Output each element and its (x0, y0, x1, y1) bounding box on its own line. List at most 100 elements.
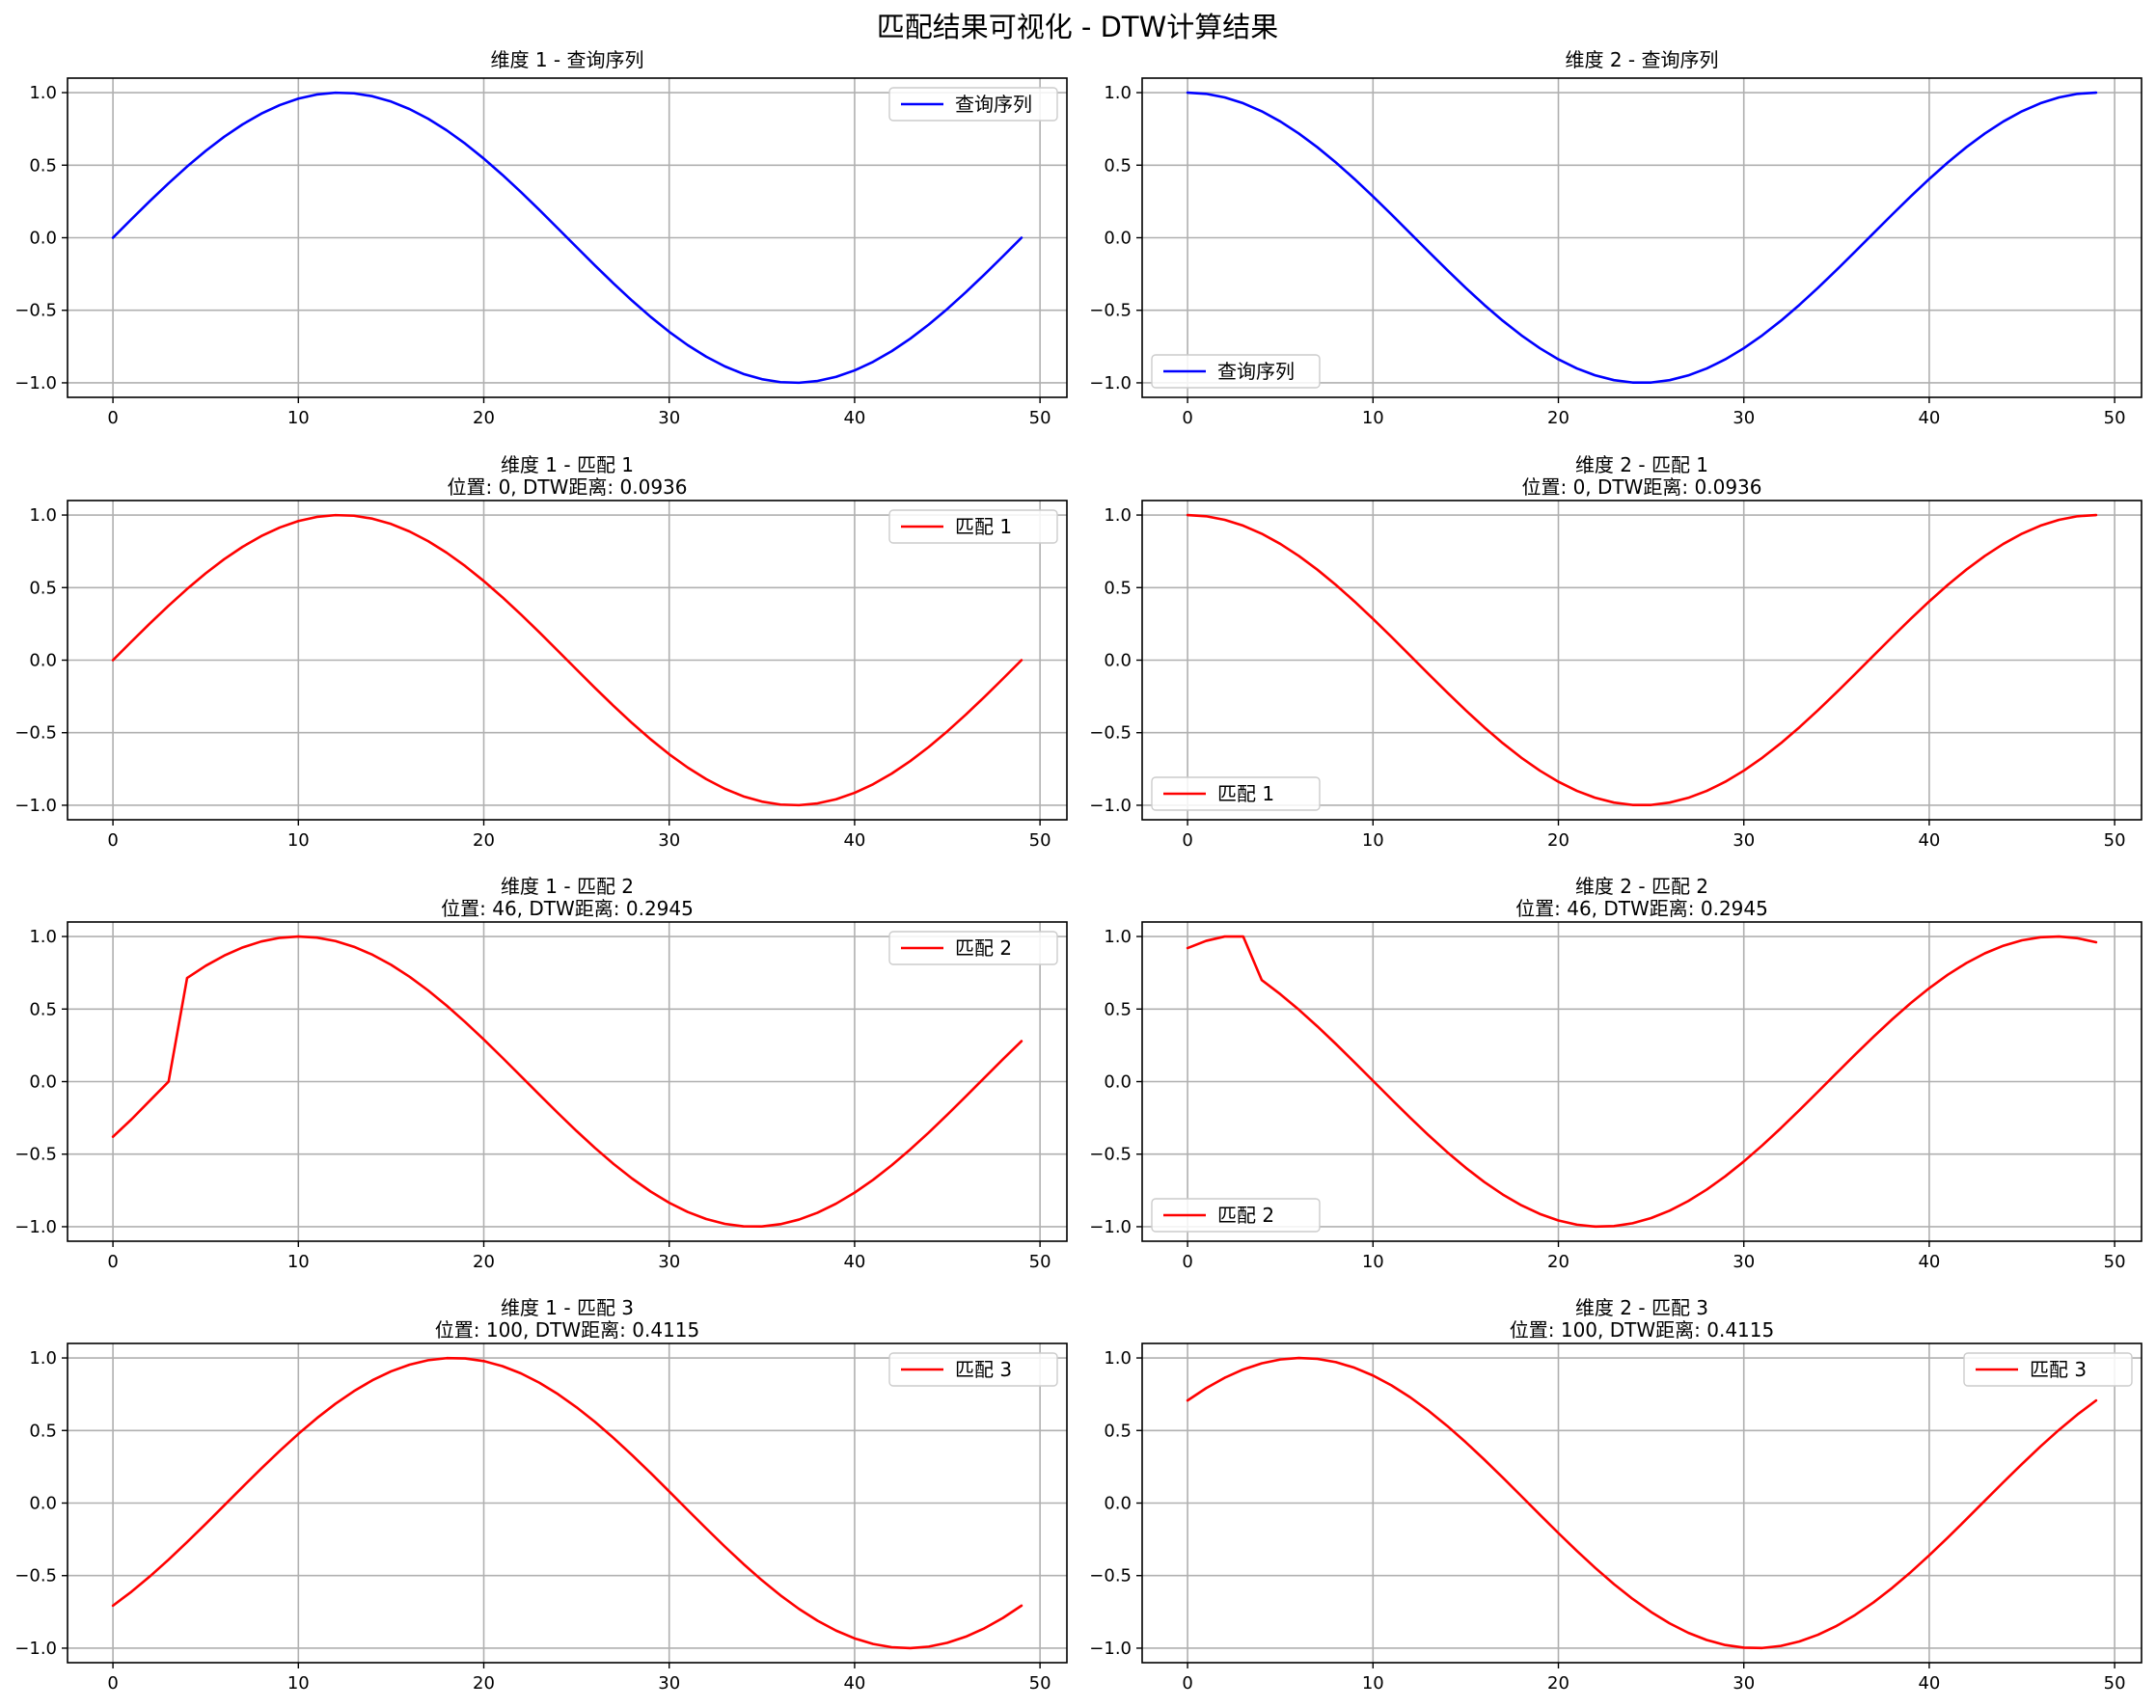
legend: 匹配 2 (888, 931, 1058, 965)
x-tick-label: 50 (2104, 1673, 2126, 1694)
y-tick-label: −1.0 (1089, 373, 1132, 393)
x-tick-label: 50 (2104, 830, 2126, 851)
subplot-4: 维度 2 - 匹配 1位置: 0, DTW距离: 0.0936 0 10 20 30 40… (1089, 453, 2142, 851)
y-tick-label: 0.0 (29, 1494, 57, 1514)
x-tick-label: 40 (843, 1673, 865, 1694)
y-tick-label: 0.5 (29, 155, 57, 176)
legend-label: 匹配 1 (955, 515, 1012, 538)
y-tick-label: −0.5 (14, 723, 57, 744)
y-tick-label: −1.0 (14, 1217, 57, 1237)
subplot-title: 维度 1 - 匹配 2 (501, 875, 634, 898)
y-tick-label: 0.0 (29, 1072, 57, 1093)
y-tick-label: 0.5 (1104, 999, 1132, 1019)
subplot-grid: 维度 1 - 查询序列 0 10 20 30 40 50 1.0 0.5 0.0 −0.5 −1.0 查… (14, 48, 2142, 1694)
legend-box (1151, 1198, 1321, 1233)
subplot-1: 维度 1 - 查询序列 0 10 20 30 40 50 1.0 0.5 0.0 −0.5 −1.0 查… (14, 48, 1068, 428)
legend: 匹配 3 (1963, 1352, 2133, 1387)
y-tick-label: 1.0 (1104, 505, 1132, 526)
subplot-subtitle: 位置: 100, DTW距离: 0.4115 (1510, 1318, 1774, 1342)
legend-box (888, 1352, 1058, 1387)
x-tick-label: 0 (1182, 408, 1192, 428)
x-tick-label: 0 (1182, 1252, 1192, 1272)
y-tick-label: 0.5 (29, 1421, 57, 1441)
legend-label: 匹配 2 (955, 936, 1012, 960)
y-tick-label: 0.5 (29, 999, 57, 1019)
y-tick-label: 0.5 (1104, 155, 1132, 176)
x-tick-label: 40 (1918, 1673, 1940, 1694)
y-tick-label: 1.0 (29, 1348, 57, 1369)
x-tick-label: 0 (1182, 830, 1192, 851)
y-tick-label: −0.5 (14, 301, 57, 321)
x-tick-label: 40 (1918, 1252, 1940, 1272)
x-tick-label: 10 (1362, 408, 1384, 428)
legend-label: 匹配 3 (2030, 1358, 2087, 1381)
x-tick-label: 10 (1362, 1252, 1384, 1272)
series-line (1186, 513, 2098, 806)
y-tick-label: −1.0 (1089, 1217, 1132, 1237)
subplot-2: 维度 2 - 查询序列 0 10 20 30 40 50 1.0 0.5 0.0 −0.5 −1.0 查… (1089, 48, 2142, 428)
x-tick-label: 40 (843, 1252, 865, 1272)
series-line (111, 91, 1023, 385)
x-tick-label: 20 (473, 408, 495, 428)
x-tick-label: 10 (1362, 830, 1384, 851)
legend: 匹配 1 (888, 509, 1058, 544)
y-tick-label: −0.5 (1089, 1566, 1132, 1586)
y-tick-label: −1.0 (14, 1639, 57, 1659)
legend: 匹配 1 (1151, 776, 1321, 811)
x-tick-label: 50 (1029, 830, 1051, 851)
legend-box (1151, 354, 1321, 389)
y-tick-label: −1.0 (1089, 796, 1132, 816)
y-tick-label: −1.0 (14, 373, 57, 393)
legend-label: 查询序列 (955, 93, 1032, 116)
y-tick-label: −0.5 (1089, 301, 1132, 321)
x-tick-label: 30 (658, 830, 680, 851)
x-tick-label: 30 (658, 1252, 680, 1272)
subplot-title: 维度 2 - 匹配 1 (1575, 453, 1708, 476)
x-tick-label: 40 (1918, 830, 1940, 851)
legend-label: 查询序列 (1217, 360, 1295, 383)
y-tick-label: 0.5 (1104, 1421, 1132, 1441)
subplot-5: 维度 1 - 匹配 2位置: 46, DTW距离: 0.2945 0 10 20 30 4… (14, 875, 1068, 1272)
subplot-8: 维度 2 - 匹配 3位置: 100, DTW距离: 0.4115 0 10 20 30… (1089, 1296, 2142, 1694)
x-tick-label: 30 (1733, 1673, 1755, 1694)
x-tick-label: 40 (843, 408, 865, 428)
x-tick-label: 10 (287, 408, 310, 428)
legend: 匹配 3 (888, 1352, 1058, 1387)
x-tick-label: 20 (473, 1252, 495, 1272)
x-tick-label: 10 (287, 1673, 310, 1694)
x-tick-label: 20 (1547, 1673, 1569, 1694)
subplot-3: 维度 1 - 匹配 1位置: 0, DTW距离: 0.0936 0 10 20 30 40… (14, 453, 1068, 851)
figure-title: 匹配结果可视化 - DTW计算结果 (877, 11, 1279, 43)
y-tick-label: 1.0 (29, 505, 57, 526)
subplot-title: 维度 1 - 匹配 3 (501, 1296, 634, 1319)
series-line (1186, 91, 2098, 384)
x-tick-label: 10 (287, 1252, 310, 1272)
x-tick-label: 50 (1029, 408, 1051, 428)
x-tick-label: 20 (473, 830, 495, 851)
y-tick-label: 1.0 (29, 83, 57, 103)
subplot-subtitle: 位置: 100, DTW距离: 0.4115 (435, 1318, 699, 1342)
legend: 查询序列 (1151, 354, 1321, 389)
subplot-title: 维度 2 - 匹配 3 (1575, 1296, 1708, 1319)
subplot-subtitle: 位置: 0, DTW距离: 0.0936 (1521, 475, 1761, 499)
y-tick-label: −0.5 (14, 1145, 57, 1165)
x-tick-label: 20 (473, 1673, 495, 1694)
subplot-title: 维度 1 - 匹配 1 (501, 453, 634, 476)
subplot-subtitle: 位置: 46, DTW距离: 0.2945 (441, 897, 694, 920)
x-tick-label: 0 (107, 830, 118, 851)
legend-box (888, 931, 1058, 965)
y-tick-label: 0.0 (1104, 229, 1132, 249)
legend-box (888, 87, 1058, 122)
y-tick-label: 0.0 (1104, 1072, 1132, 1093)
x-tick-label: 0 (107, 1673, 118, 1694)
subplot-title: 维度 2 - 查询序列 (1565, 48, 1718, 71)
x-tick-label: 0 (1182, 1673, 1192, 1694)
x-tick-label: 0 (107, 408, 118, 428)
x-tick-label: 30 (658, 1673, 680, 1694)
x-tick-label: 30 (1733, 830, 1755, 851)
y-tick-label: −1.0 (1089, 1639, 1132, 1659)
x-tick-label: 30 (658, 408, 680, 428)
y-tick-label: 0.0 (1104, 1494, 1132, 1514)
y-tick-label: 0.5 (29, 578, 57, 598)
